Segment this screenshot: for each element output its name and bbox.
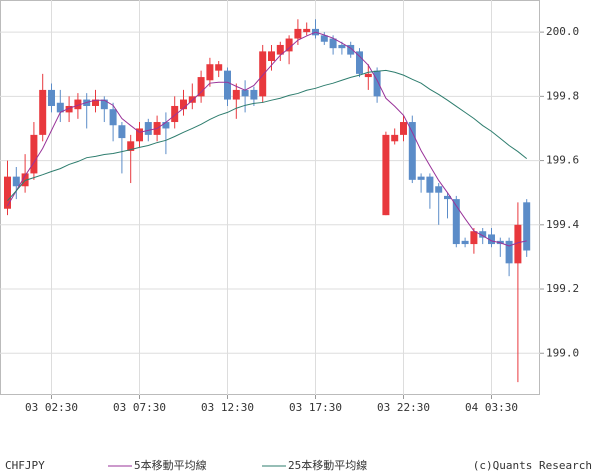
candle-body — [338, 44, 346, 49]
candle-body — [470, 231, 478, 245]
candle-body — [4, 176, 11, 209]
candle-body — [347, 44, 355, 55]
candle-body — [391, 134, 399, 142]
candle-body — [162, 122, 170, 129]
ma-line — [7, 31, 527, 247]
candle-body — [197, 77, 205, 97]
y-tick-label: 199.2 — [546, 282, 579, 295]
candle-body — [206, 64, 214, 81]
y-tick-label: 199.8 — [546, 89, 579, 102]
candle-body — [39, 89, 47, 135]
candle-body — [109, 109, 117, 126]
candle-body — [303, 28, 311, 33]
candle-body — [56, 102, 64, 113]
credit: (c)Quants Research — [473, 459, 592, 472]
candle-body — [364, 73, 372, 78]
legend-label: 25本移動平均線 — [288, 458, 367, 472]
y-tick-label: 200.0 — [546, 25, 579, 38]
candle-body — [356, 51, 363, 74]
candle-body — [294, 28, 302, 39]
candle-body — [92, 99, 99, 106]
candle-body — [426, 176, 434, 193]
y-tick-label: 199.4 — [546, 218, 579, 231]
candle-body — [479, 231, 487, 238]
candle-body — [30, 134, 38, 174]
candle-body — [523, 202, 531, 251]
candle-body — [435, 186, 443, 193]
candle-body — [417, 176, 425, 180]
candle-body — [65, 105, 73, 113]
ma-line — [7, 69, 528, 202]
candle-body — [444, 195, 451, 200]
candle-body — [408, 122, 416, 180]
candle-body — [505, 240, 513, 264]
candle-body — [118, 125, 126, 139]
x-tick-label: 03 17:30 — [289, 401, 342, 414]
symbol: CHFJPY — [5, 459, 45, 472]
candle-body — [400, 122, 407, 135]
candle-body — [215, 64, 223, 71]
y-tick-label: 199.6 — [546, 154, 579, 167]
candle-body — [488, 234, 495, 245]
candle-body — [320, 35, 328, 42]
candle-body — [382, 134, 390, 216]
x-tick-label: 03 07:30 — [113, 401, 166, 414]
candle-body — [329, 38, 337, 49]
candle-body — [373, 70, 381, 97]
candle-body — [21, 173, 29, 187]
candle-body — [144, 122, 152, 135]
candle-body — [250, 89, 258, 100]
candle-body — [276, 44, 284, 55]
candle-body — [452, 199, 460, 245]
candle-body — [268, 51, 275, 62]
candle-body — [136, 128, 143, 142]
legend-label: 5本移動平均線 — [134, 458, 207, 472]
candle-body — [48, 89, 55, 106]
candle-body — [259, 51, 267, 97]
candle-body — [285, 38, 293, 52]
candle-body — [224, 70, 231, 100]
candle-body — [12, 176, 20, 187]
candle-body — [514, 224, 522, 264]
candle-body — [461, 240, 469, 245]
candle-body — [171, 105, 179, 123]
candle-body — [180, 99, 187, 110]
x-tick-label: 03 02:30 — [25, 401, 78, 414]
x-tick-label: 03 12:30 — [201, 401, 254, 414]
candle-body — [241, 89, 249, 97]
candle-body — [127, 141, 135, 151]
candle-body — [100, 99, 108, 110]
x-tick-label: 04 03:30 — [465, 401, 518, 414]
candle-body — [232, 89, 240, 100]
y-tick-label: 199.0 — [546, 346, 579, 359]
x-tick-label: 03 22:30 — [377, 401, 430, 414]
candle-body — [74, 99, 82, 110]
